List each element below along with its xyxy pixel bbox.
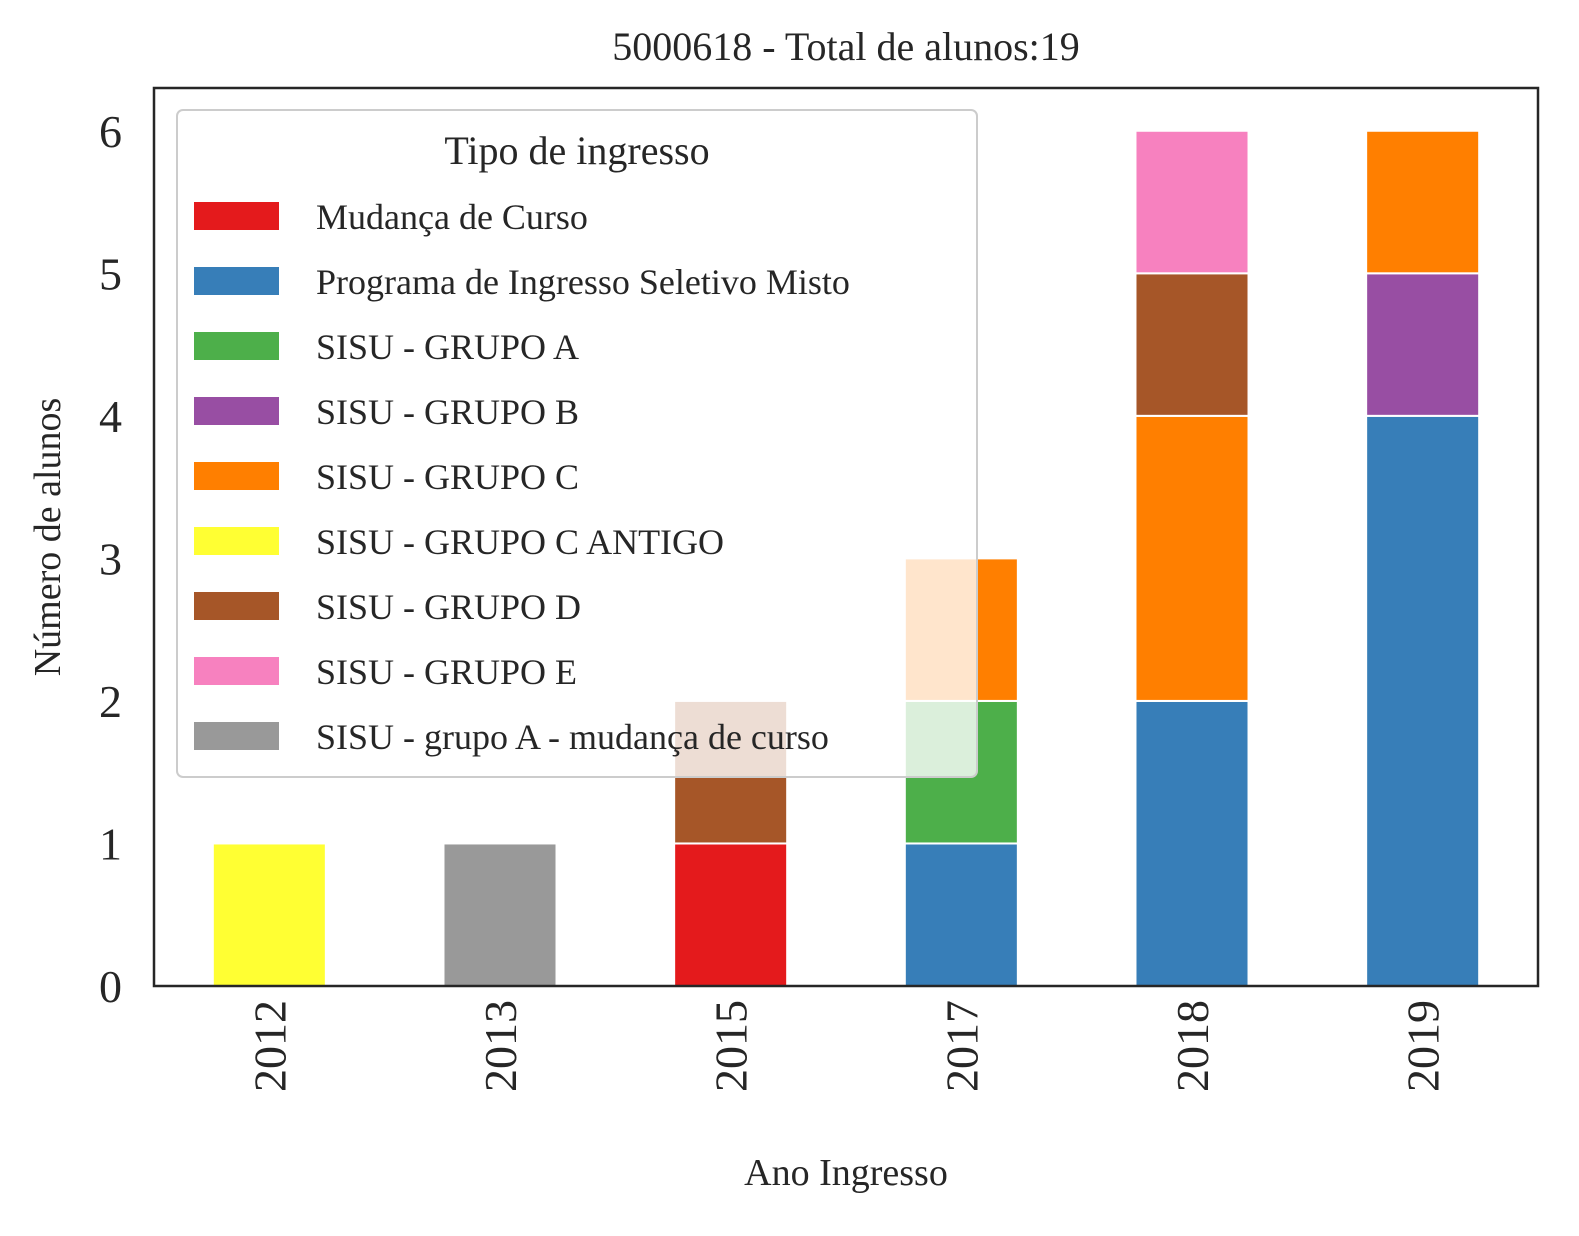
legend-label-5: SISU - GRUPO C ANTIGO (316, 522, 724, 562)
legend-label-3: SISU - GRUPO B (316, 392, 579, 432)
x-tick-label-2013: 2013 (475, 1000, 526, 1092)
y-tick-label-5: 5 (99, 248, 122, 299)
legend: Tipo de ingresso Mudança de Curso Program… (176, 109, 978, 778)
bar-segment-2019-series-1 (1365, 414, 1481, 988)
bar-segment-2018-series-1 (1134, 699, 1250, 988)
y-axis-label: Número de alunos (27, 398, 69, 677)
plot-area-frame (152, 86, 1540, 988)
x-axis-ticks: 2012 2013 2015 2017 2018 2019 (244, 1000, 1448, 1092)
legend-swatch-0 (194, 202, 279, 230)
legend-swatch-4 (194, 462, 279, 490)
legend-swatch-2 (194, 332, 279, 360)
y-tick-label-3: 3 (99, 533, 122, 584)
x-tick-label-2012: 2012 (244, 1000, 295, 1092)
bar-segment-2018-series-7 (1134, 129, 1250, 275)
bar-segment-2015-series-0 (673, 842, 789, 988)
x-tick-label-2019: 2019 (1398, 1000, 1449, 1092)
x-tick-label-2018: 2018 (1167, 1000, 1218, 1092)
legend-label-1: Programa de Ingresso Seletivo Misto (316, 262, 850, 302)
legend-label-0: Mudança de Curso (316, 197, 588, 237)
legend-label-6: SISU - GRUPO D (316, 587, 581, 627)
legend-label-7: SISU - GRUPO E (316, 652, 577, 692)
y-tick-label-2: 2 (99, 676, 122, 727)
y-tick-label-4: 4 (99, 391, 122, 442)
bar-segment-2013-series-8 (442, 842, 558, 988)
legend-items: Mudança de Curso Programa de Ingresso Sel… (194, 197, 850, 757)
y-tick-label-6: 6 (99, 106, 122, 157)
legend-box (176, 109, 978, 778)
legend-label-2: SISU - GRUPO A (316, 327, 579, 367)
bar-segment-2017-series-1 (903, 842, 1019, 988)
legend-swatch-3 (194, 397, 279, 425)
legend-swatch-5 (194, 527, 279, 555)
y-tick-label-0: 0 (99, 961, 122, 1012)
legend-swatch-8 (194, 722, 279, 750)
legend-title: Tipo de ingresso (444, 128, 709, 173)
y-tick-label-1: 1 (99, 818, 122, 869)
bar-segment-2019-series-3 (1365, 272, 1481, 417)
legend-swatch-6 (194, 592, 279, 620)
bar-segment-2019-series-4 (1365, 129, 1481, 275)
bar-segment-2018-series-6 (1134, 272, 1250, 417)
x-tick-label-2015: 2015 (706, 1000, 757, 1092)
legend-swatch-1 (194, 267, 279, 295)
y-axis-ticks: 0 1 2 3 4 5 6 (99, 106, 122, 1012)
x-axis-label: Ano Ingresso (744, 1152, 948, 1194)
chart-title: 5000618 - Total de alunos:19 (612, 24, 1080, 69)
legend-label-8: SISU - grupo A - mudança de curso (316, 717, 829, 757)
legend-swatch-7 (194, 657, 279, 685)
bar-segment-2018-series-4 (1134, 414, 1250, 702)
bar-segment-2012-series-5 (211, 842, 327, 988)
legend-label-4: SISU - GRUPO C (316, 457, 579, 497)
x-tick-label-2017: 2017 (936, 1000, 987, 1092)
